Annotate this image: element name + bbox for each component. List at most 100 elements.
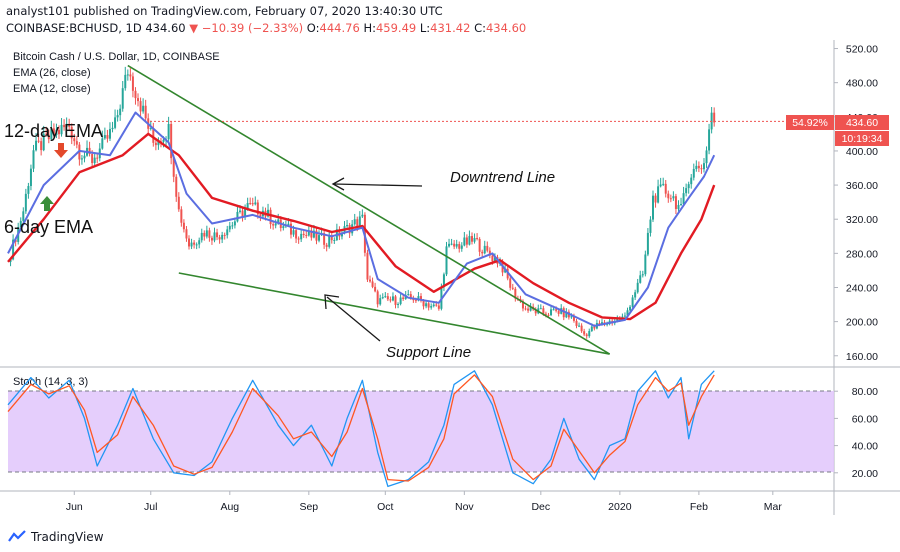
- candle-body: [386, 296, 389, 300]
- stoch-tick-label: 40.00: [852, 441, 878, 453]
- open-key: O:: [306, 21, 320, 35]
- candle-body: [330, 236, 333, 241]
- candle-body: [468, 236, 471, 245]
- candle-body: [445, 246, 448, 275]
- symbol-label: COINBASE:BCHUSD, 1D: [6, 21, 142, 35]
- candle-body: [662, 183, 665, 185]
- candle-body: [241, 210, 244, 218]
- candle-body: [697, 165, 700, 169]
- candle-body: [422, 300, 425, 307]
- candle-body: [672, 196, 675, 199]
- open-value: 444.76: [319, 21, 360, 35]
- time-tick-label: Feb: [690, 501, 708, 513]
- candle-body: [91, 154, 94, 164]
- last-price: 434.60: [145, 21, 186, 35]
- candle-body: [269, 209, 272, 225]
- publish-line: analyst101 published on TradingView.com,…: [6, 4, 443, 18]
- candle-body: [302, 233, 305, 236]
- candle-body: [305, 235, 308, 237]
- candle-body: [297, 238, 300, 240]
- candle-body: [514, 288, 517, 299]
- candle-body: [455, 244, 458, 247]
- candle-body: [414, 300, 417, 302]
- candle-body: [657, 186, 660, 203]
- candle-body: [623, 315, 626, 317]
- candle-body: [126, 74, 129, 76]
- ema12-line: [7, 111, 716, 327]
- candle-body: [425, 303, 428, 307]
- candle-body: [481, 251, 484, 254]
- candle-body: [391, 296, 394, 301]
- candle-body: [63, 124, 66, 128]
- tradingview-logo[interactable]: TradingView: [8, 530, 104, 544]
- candle-body: [646, 232, 649, 255]
- candle-body: [521, 301, 524, 309]
- support-line: [178, 272, 610, 355]
- candle-body: [114, 117, 117, 128]
- candle-body: [27, 186, 30, 194]
- candle-body: [379, 298, 382, 305]
- candle-body: [448, 243, 451, 247]
- candle-body: [310, 230, 313, 238]
- candle-body: [149, 128, 152, 130]
- down-arrow-icon: ▼: [189, 21, 199, 35]
- candle-body: [578, 325, 581, 327]
- candle-body: [430, 306, 433, 308]
- candle-body: [700, 168, 703, 170]
- candle-body: [407, 294, 410, 296]
- pct-badge: [786, 115, 834, 130]
- candle-body: [318, 235, 321, 241]
- candle-body: [55, 129, 58, 136]
- candle-body: [524, 308, 527, 310]
- candle-body: [73, 138, 76, 142]
- candle-body: [374, 286, 377, 292]
- ema26-legend: EMA (26, close): [13, 67, 91, 79]
- ema12-legend: EMA (12, close): [13, 83, 91, 95]
- candle-body: [205, 230, 208, 237]
- candle-body: [218, 237, 221, 240]
- candle-body: [381, 297, 384, 299]
- candle-body: [453, 243, 456, 247]
- candle-body: [409, 294, 412, 298]
- countdown-badge-text: 10:19:34: [842, 133, 883, 145]
- candle-body: [493, 257, 496, 262]
- candle-body: [200, 232, 203, 241]
- candle-body: [180, 209, 183, 223]
- price-change: −10.39 (−2.33%): [201, 21, 304, 35]
- time-tick-label: Jun: [66, 501, 83, 513]
- candle-body: [40, 141, 43, 151]
- candle-body: [170, 123, 173, 159]
- pct-badge-text: 54.92%: [792, 117, 828, 129]
- stoch-axis-ticks: 80.00 60.00 40.00 20.00: [834, 386, 878, 480]
- price-tick-label: 400.00: [846, 146, 878, 158]
- candle-body: [417, 296, 420, 301]
- price-chart[interactable]: Bitcoin Cash / U.S. Dollar, 1D, COINBASE…: [0, 0, 900, 524]
- candle-body: [274, 223, 277, 226]
- candle-body: [167, 123, 170, 140]
- candle-body: [233, 221, 236, 226]
- time-tick-label: Mar: [764, 501, 783, 513]
- ema26-line: [7, 132, 716, 321]
- candle-body: [37, 140, 40, 142]
- candle-body: [338, 229, 341, 237]
- candle-body: [300, 233, 303, 240]
- candle-body: [246, 203, 249, 209]
- high-key: H:: [363, 21, 376, 35]
- candle-body: [277, 219, 280, 224]
- downtrend-line: [127, 64, 611, 355]
- candle-body: [208, 230, 211, 238]
- candle-body: [323, 233, 326, 245]
- stoch-tick-label: 60.00: [852, 413, 878, 425]
- candle-body: [366, 252, 369, 280]
- support-arrowhead: [324, 294, 340, 310]
- tradingview-brand: TradingView: [31, 530, 104, 544]
- candle-body: [19, 220, 22, 227]
- last-price-badge: [835, 115, 889, 130]
- candle-body: [432, 304, 435, 307]
- price-axis-ticks: 520.00480.00440.00400.00360.00320.00280.…: [834, 44, 878, 363]
- candle-body: [371, 281, 374, 287]
- candle-body: [384, 296, 387, 298]
- candle-body: [42, 133, 45, 151]
- candle-body: [356, 219, 359, 227]
- candle-body: [93, 157, 96, 164]
